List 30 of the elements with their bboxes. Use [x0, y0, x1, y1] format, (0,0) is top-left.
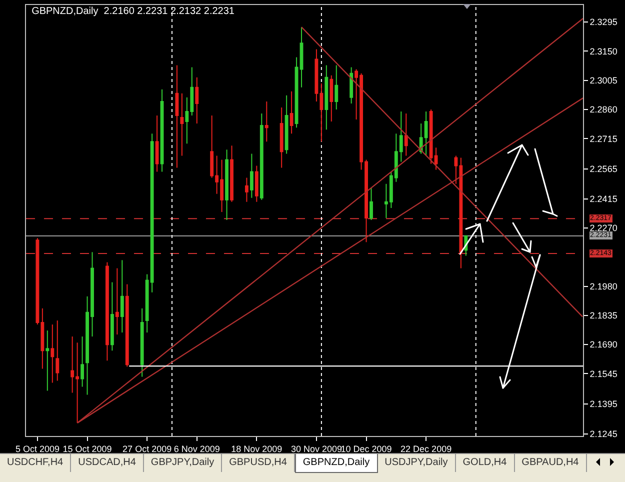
y-tick-label: 2.2715 [590, 134, 618, 144]
text: GBPJPY,Daily [144, 454, 222, 472]
y-tick-label: 2.2270 [590, 223, 618, 234]
x-tick-label: 30 Nov 2009 [290, 444, 342, 454]
y-tick-label: 2.1245 [590, 429, 618, 440]
text: USDJPY,Daily [378, 454, 456, 472]
y-tick-label: 2.1395 [590, 399, 618, 409]
text: USDCAD,H4 [71, 454, 144, 472]
y-tick-label: 2.2565 [590, 164, 618, 174]
y-tick-label: 2.3005 [590, 76, 618, 86]
text: GBPAUD,H4 [514, 454, 587, 472]
y-tick-label: 2.3150 [590, 46, 618, 56]
x-tick-label: 15 Oct 2009 [62, 444, 112, 454]
text: GBPUSD,H4 [222, 454, 295, 472]
x-tick-label: 5 Oct 2009 [15, 444, 60, 454]
x-tick-label: 6 Nov 2009 [174, 444, 220, 454]
y-tick-label: 2.2415 [590, 194, 618, 204]
x-tick-label: 27 Oct 2009 [122, 444, 172, 454]
y-tick-label: 2.2860 [590, 104, 618, 115]
y-tick-label: 2.3295 [590, 17, 618, 28]
y-tick-label: 2.1545 [590, 368, 618, 379]
y-tick-label: 2.1690 [590, 340, 618, 350]
text: GOLD,H4 [456, 454, 515, 472]
text: USDCHF,H4 [0, 454, 72, 472]
y-tick-label: 2.1980 [590, 281, 618, 292]
chart-title: GBPNZD,Daily 2.2160 2.2231 2.2132 2.2231 [32, 6, 235, 18]
y-tick-label: 2.1835 [590, 310, 618, 321]
x-tick-label: 10 Dec 2009 [340, 444, 392, 454]
x-tick-label: 18 Nov 2009 [231, 444, 282, 454]
x-tick-label: 22 Dec 2009 [400, 444, 452, 454]
